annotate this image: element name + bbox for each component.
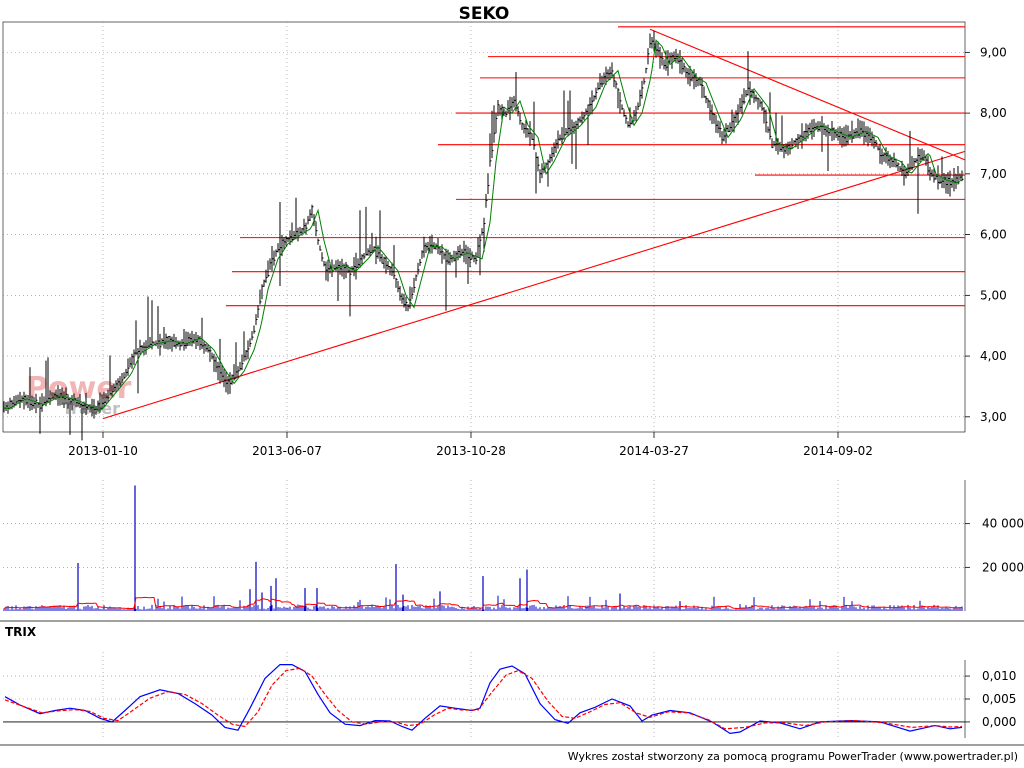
volume-panel: 20 000 40 000 — [3, 480, 1024, 611]
price-x-axis: 2013-01-10 2013-06-07 2013-10-28 2014-03-27… — [68, 432, 873, 458]
price-y-tick-label: 3,00 — [980, 410, 1007, 424]
trix-label: TRIX — [5, 625, 37, 639]
trix-signal-line — [4, 667, 963, 730]
trix-panel: TRIX 0,000 0,005 0,010 — [0, 620, 1024, 738]
footer-credit: Wykres został stworzony za pomocą progra… — [568, 750, 1018, 763]
price-bars — [3, 31, 964, 441]
watermark-trader: Trader — [62, 399, 120, 418]
price-y-tick-label: 4,00 — [980, 349, 1007, 363]
chart-title: SEKO — [459, 4, 510, 24]
price-panel: Power Trader 3,004,005,006,007,008,009,0… — [2, 4, 1007, 458]
volume-y-tick-label: 40 000 — [982, 517, 1024, 531]
trix-y-axis: 0,000 0,005 0,010 — [965, 669, 1016, 729]
price-x-tick-label: 2013-06-07 — [252, 444, 322, 458]
trendlines — [102, 28, 966, 420]
moving-average-line — [4, 39, 963, 411]
trix-y-tick-label: 0,010 — [982, 669, 1016, 683]
trendline — [649, 28, 966, 161]
support-resistance-levels — [226, 26, 965, 307]
price-y-tick-label: 9,00 — [980, 45, 1007, 59]
trix-line — [4, 664, 963, 735]
trix-lines — [4, 664, 963, 735]
price-y-tick-label: 5,00 — [980, 288, 1007, 302]
volume-average-line — [3, 596, 963, 610]
price-x-tick-label: 2013-10-28 — [436, 444, 506, 458]
trendline — [102, 150, 966, 420]
volume-bars — [3, 485, 963, 611]
volume-y-tick-label: 20 000 — [982, 560, 1024, 574]
price-y-tick-label: 7,00 — [980, 167, 1007, 181]
price-x-tick-label: 2014-03-27 — [619, 444, 689, 458]
price-x-tick-label: 2013-01-10 — [68, 444, 138, 458]
price-y-tick-label: 6,00 — [980, 228, 1007, 242]
price-panel-border — [2, 21, 966, 433]
volume-grid — [3, 480, 966, 611]
trix-y-tick-label: 0,005 — [982, 692, 1016, 706]
volume-y-axis: 20 000 40 000 — [965, 517, 1024, 574]
trix-grid — [3, 652, 966, 738]
trix-y-tick-label: 0,000 — [982, 715, 1016, 729]
price-y-tick-label: 8,00 — [980, 106, 1007, 120]
price-x-tick-label: 2014-09-02 — [803, 444, 873, 458]
price-y-axis: 3,00 4,00 5,00 6,00 7,00 8,00 9,00 — [965, 45, 1007, 424]
